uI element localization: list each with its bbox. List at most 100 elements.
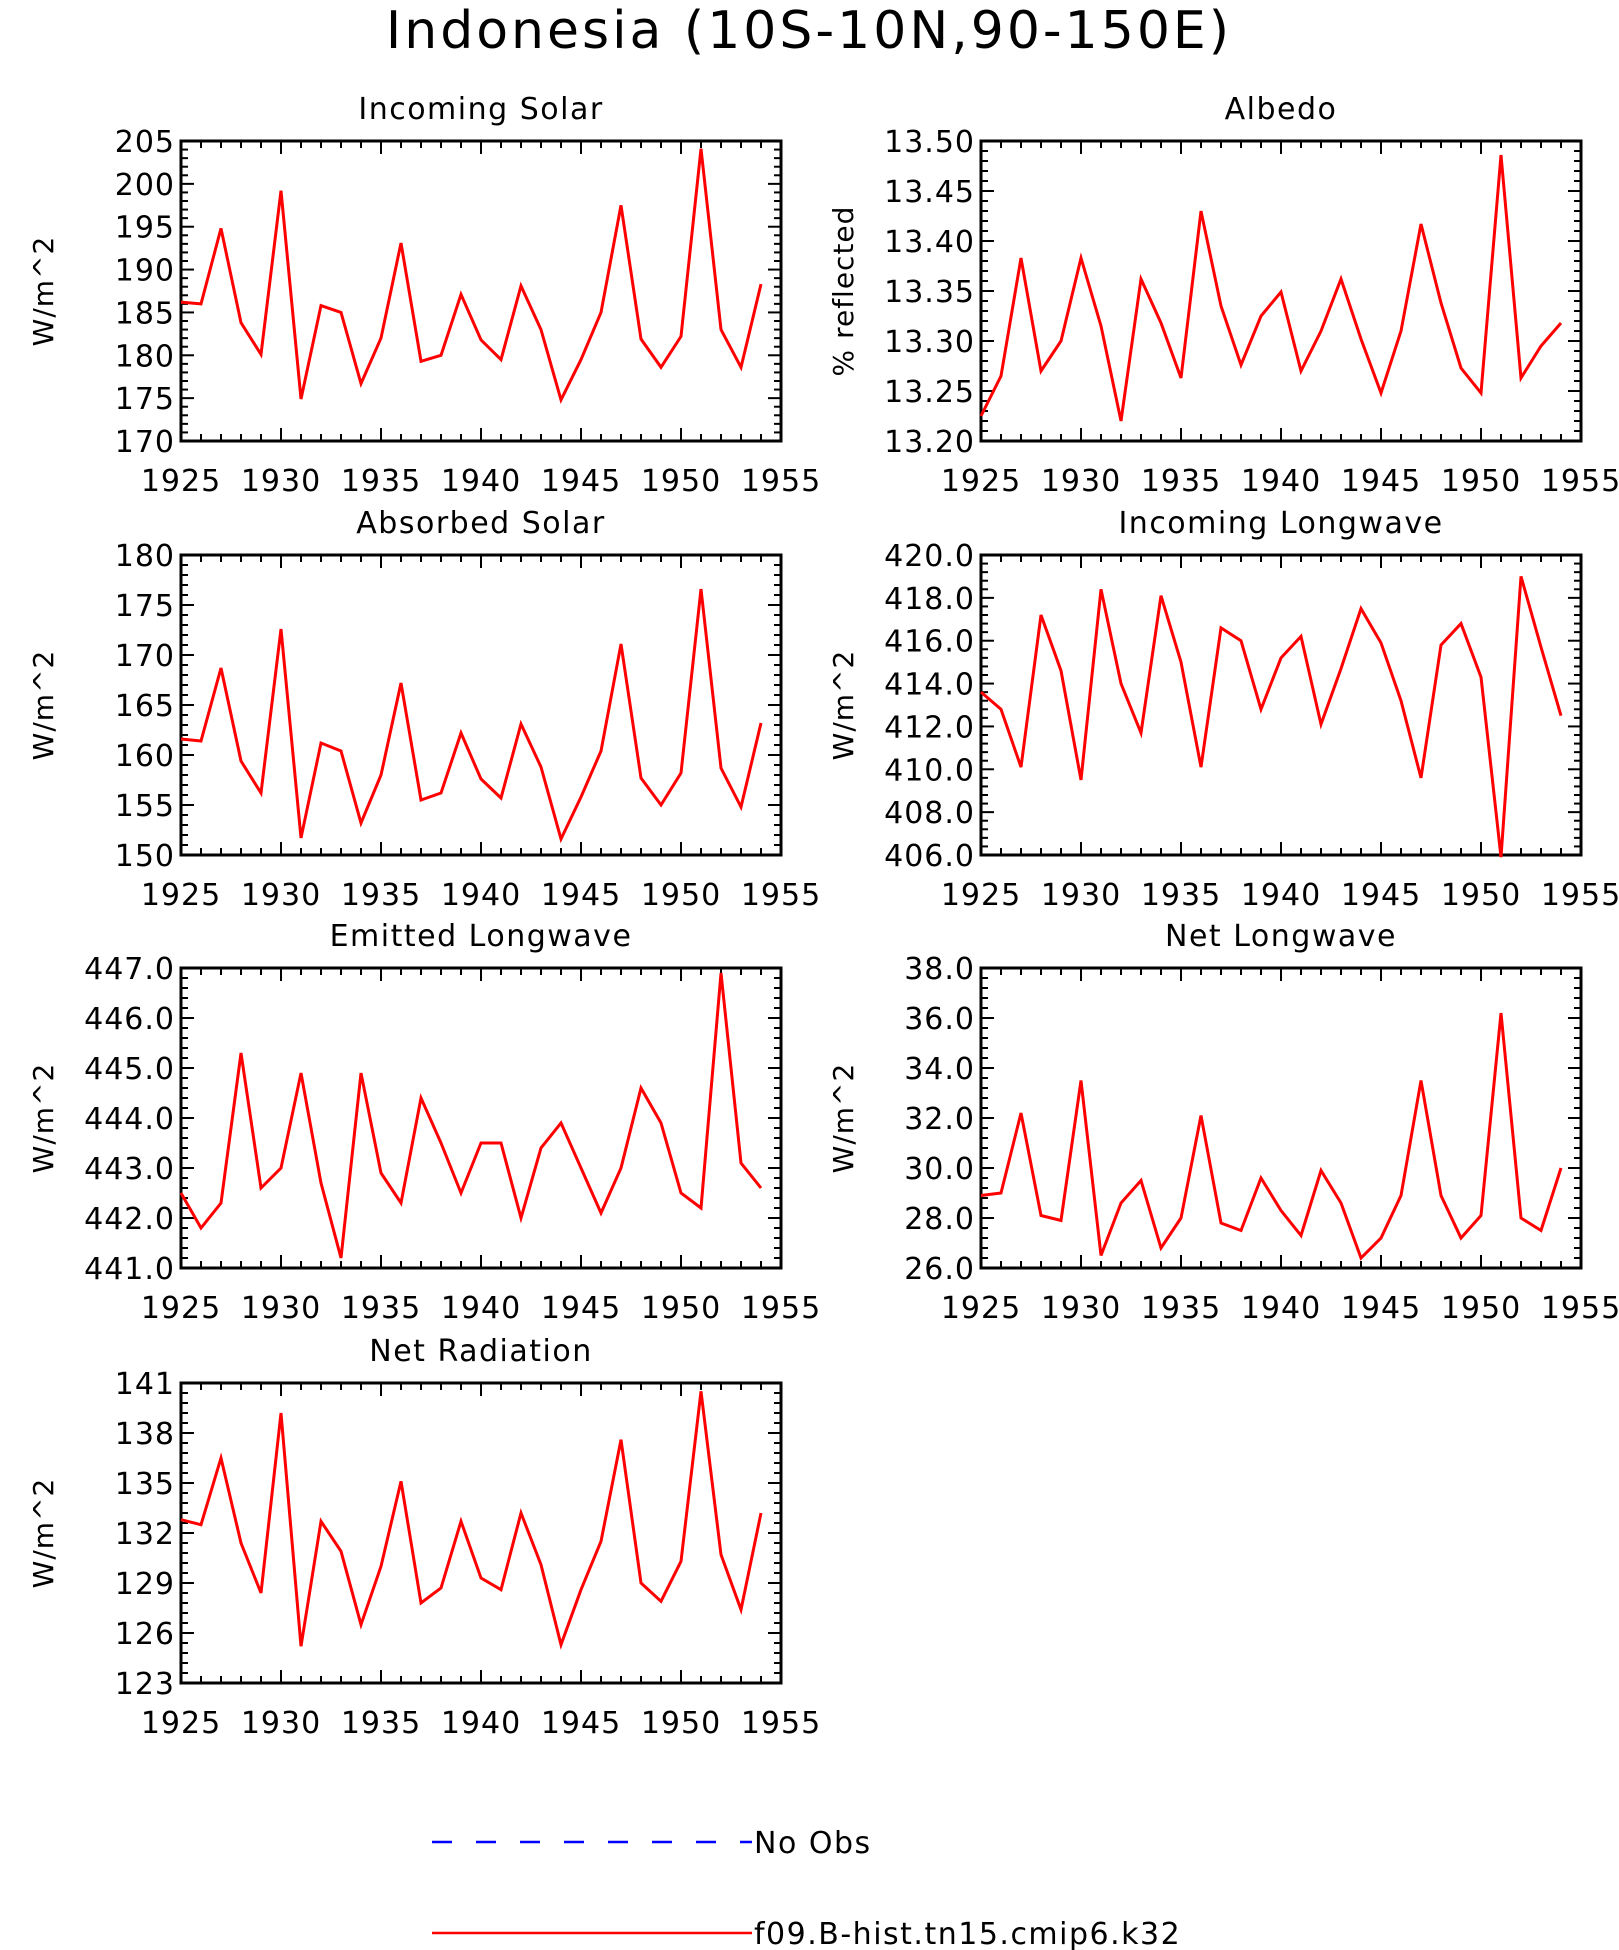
y-axis-label: W/m^2: [827, 1063, 860, 1174]
x-tick-label: 1955: [1541, 1291, 1619, 1326]
chart-panel: 1925 1930 1935 1940 1945 1950 1955 150 155 160 165…: [27, 506, 821, 913]
y-tick-label: 36.0: [904, 1002, 975, 1037]
x-tick-label: 1950: [641, 878, 721, 913]
chart-panel: 1925 1930 1935 1940 1945 1950 1955 13.20 13.25 13…: [827, 92, 1619, 499]
x-tick-label: 1945: [1341, 464, 1421, 499]
y-tick-label: 185: [115, 296, 175, 331]
series-line: [980, 1012, 1563, 1261]
x-tick-label: 1940: [441, 464, 521, 499]
x-tick-label: 1935: [341, 1706, 421, 1741]
x-tick-label: 1940: [1241, 1291, 1321, 1326]
plot-frame: [179, 966, 783, 1270]
panel-title: Absorbed Solar: [356, 506, 605, 541]
figure-title: Indonesia (10S-10N,90-150E): [386, 1, 1232, 61]
x-tick-label: 1925: [941, 464, 1021, 499]
y-tick-label: 420.0: [884, 539, 975, 574]
y-tick-label: 180: [115, 539, 175, 574]
panel-title: Emitted Longwave: [330, 919, 633, 954]
x-tick-label: 1940: [1241, 464, 1321, 499]
x-tick-label: 1955: [741, 1291, 821, 1326]
x-tick-label: 1940: [441, 1706, 521, 1741]
y-tick-label: 444.0: [84, 1102, 175, 1137]
series-line: [979, 154, 1563, 422]
x-tick-label: 1925: [141, 464, 221, 499]
panel-title: Net Radiation: [369, 1334, 593, 1369]
y-tick-label: 13.25: [884, 375, 975, 410]
y-tick-label: 13.45: [884, 175, 975, 210]
y-tick-label: 38.0: [904, 952, 975, 987]
y-tick-label: 412.0: [884, 710, 975, 745]
x-tick-label: 1930: [1041, 464, 1121, 499]
panel-title: Net Longwave: [1165, 919, 1397, 954]
x-tick-label: 1930: [241, 1706, 321, 1741]
x-tick-label: 1930: [1041, 1291, 1121, 1326]
panel-title: Incoming Longwave: [1118, 506, 1443, 541]
y-tick-label: 406.0: [884, 839, 975, 874]
x-tick-label: 1950: [641, 1291, 721, 1326]
x-tick-label: 1955: [741, 878, 821, 913]
y-tick-label: 129: [115, 1567, 175, 1602]
y-tick-label: 446.0: [84, 1002, 175, 1037]
y-tick-label: 32.0: [904, 1102, 975, 1137]
y-tick-label: 150: [115, 839, 175, 874]
y-tick-label: 13.30: [884, 325, 975, 360]
x-tick-label: 1955: [1541, 878, 1619, 913]
y-tick-label: 416.0: [884, 625, 975, 660]
x-tick-label: 1950: [641, 1706, 721, 1741]
y-tick-label: 442.0: [84, 1202, 175, 1237]
x-tick-label: 1955: [741, 464, 821, 499]
series-line: [180, 588, 763, 844]
x-tick-label: 1925: [141, 878, 221, 913]
y-axis-label: W/m^2: [27, 236, 60, 347]
y-tick-label: 447.0: [84, 952, 175, 987]
y-tick-label: 28.0: [904, 1202, 975, 1237]
y-tick-label: 165: [115, 689, 175, 724]
x-tick-label: 1945: [1341, 1291, 1421, 1326]
x-tick-label: 1930: [241, 1291, 321, 1326]
y-tick-label: 170: [115, 425, 175, 460]
legend-label-model: f09.B-hist.tn15.cmip6.k32: [754, 1917, 1181, 1950]
y-tick-label: 13.40: [884, 225, 975, 260]
series-line: [980, 575, 1563, 858]
y-tick-label: 418.0: [884, 582, 975, 617]
x-tick-label: 1955: [741, 1706, 821, 1741]
chart-panel: 1925 1930 1935 1940 1945 1950 1955 123 126 129 132…: [27, 1334, 821, 1741]
plot-frame: [979, 553, 1583, 857]
x-tick-label: 1940: [1241, 878, 1321, 913]
y-tick-label: 132: [115, 1517, 175, 1552]
y-tick-label: 205: [115, 125, 175, 160]
y-tick-label: 441.0: [84, 1252, 175, 1287]
plot-frame: [179, 139, 783, 443]
chart-panel: 1925 1930 1935 1940 1945 1950 1955 441.0 442.0 44…: [27, 919, 821, 1326]
x-tick-label: 1930: [241, 878, 321, 913]
x-tick-label: 1935: [1141, 878, 1221, 913]
y-tick-label: 175: [115, 382, 175, 417]
x-tick-label: 1950: [641, 464, 721, 499]
x-tick-label: 1930: [1041, 878, 1121, 913]
y-tick-label: 160: [115, 739, 175, 774]
x-tick-label: 1935: [1141, 1291, 1221, 1326]
y-tick-label: 13.50: [884, 125, 975, 160]
chart-panels: 1925 1930 1935 1940 1945 1950 1955 170 175 180 185…: [27, 92, 1619, 1741]
y-tick-label: 34.0: [904, 1052, 975, 1087]
y-tick-label: 155: [115, 789, 175, 824]
series-line: [180, 1391, 763, 1650]
y-axis-label: W/m^2: [827, 650, 860, 761]
plot-frame: [179, 1381, 783, 1685]
x-tick-label: 1950: [1441, 878, 1521, 913]
y-tick-label: 123: [115, 1667, 175, 1702]
y-tick-label: 13.35: [884, 275, 975, 310]
x-tick-label: 1935: [1141, 464, 1221, 499]
y-tick-label: 195: [115, 211, 175, 246]
series-line: [179, 972, 763, 1259]
chart-panel: 1925 1930 1935 1940 1945 1950 1955 26.0 28.0 30.0…: [827, 919, 1619, 1326]
y-tick-label: 414.0: [884, 668, 975, 703]
x-tick-label: 1935: [341, 878, 421, 913]
y-tick-label: 13.20: [884, 425, 975, 460]
x-tick-label: 1945: [1341, 878, 1421, 913]
x-tick-label: 1940: [441, 878, 521, 913]
x-tick-label: 1940: [441, 1291, 521, 1326]
y-tick-label: 180: [115, 339, 175, 374]
y-tick-label: 175: [115, 589, 175, 624]
x-tick-label: 1925: [141, 1291, 221, 1326]
